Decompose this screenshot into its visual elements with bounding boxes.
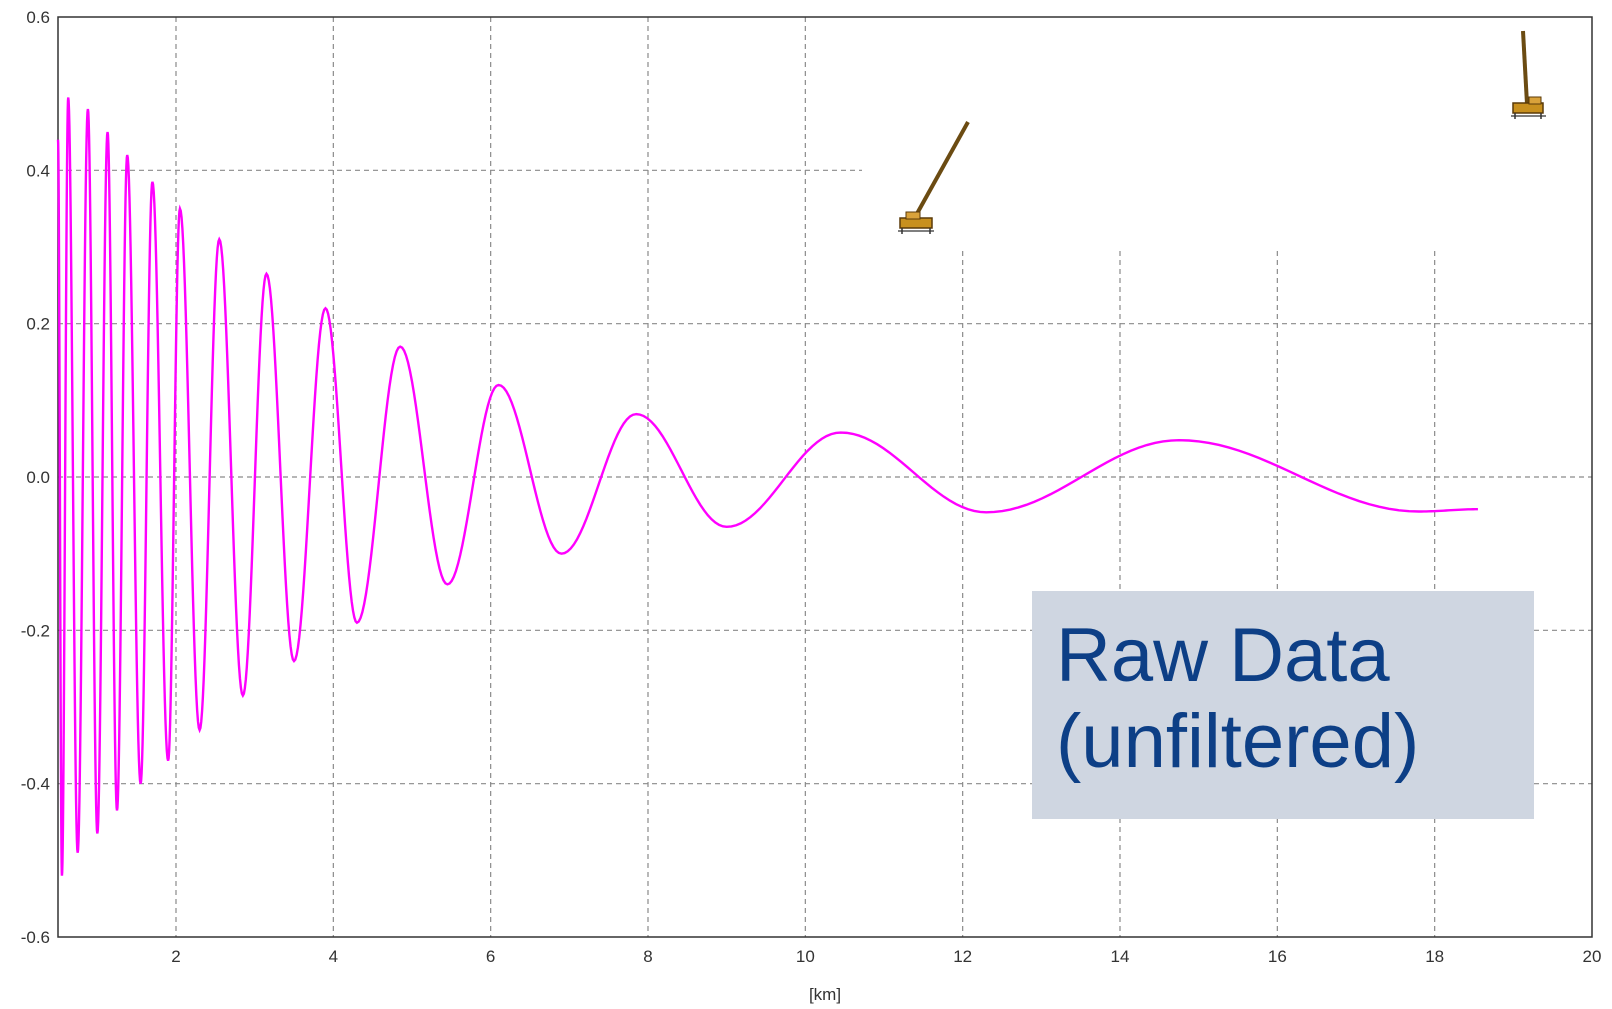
x-tick-label: 10 (796, 947, 815, 966)
x-tick-label: 20 (1583, 947, 1602, 966)
crane-icon (898, 121, 970, 234)
y-tick-label: -0.2 (21, 621, 50, 640)
x-tick-label: 6 (486, 947, 495, 966)
y-tick-label: 0.2 (26, 315, 50, 334)
x-tick-label: 14 (1111, 947, 1130, 966)
x-tick-label: 2 (171, 947, 180, 966)
y-tick-label: 0.6 (26, 8, 50, 27)
y-tick-label: 0.0 (26, 468, 50, 487)
raw-data-callout: Raw Data (unfiltered) (1032, 591, 1534, 819)
x-tick-label: 12 (953, 947, 972, 966)
crane-icon (1511, 30, 1546, 119)
y-tick-label: 0.4 (26, 161, 50, 180)
series-line (56, 97, 1478, 876)
x-axis-label: [km] (809, 985, 841, 1004)
y-axis-ticks: -0.6 -0.4 -0.2 0.0 0.2 0.4 0.6 (21, 8, 50, 947)
plot-frame (57, 16, 1593, 938)
image-patch (862, 17, 1592, 247)
y-tick-label: -0.6 (21, 928, 50, 947)
x-tick-label: 18 (1425, 947, 1444, 966)
callout-line1: Raw Data (1056, 613, 1390, 698)
x-axis-ticks: 2 4 6 8 10 12 14 16 18 20 (171, 947, 1601, 966)
callout-line2: (unfiltered) (1056, 699, 1420, 784)
x-tick-label: 16 (1268, 947, 1287, 966)
x-tick-label: 8 (643, 947, 652, 966)
x-tick-label: 4 (329, 947, 338, 966)
y-tick-label: -0.4 (21, 775, 50, 794)
